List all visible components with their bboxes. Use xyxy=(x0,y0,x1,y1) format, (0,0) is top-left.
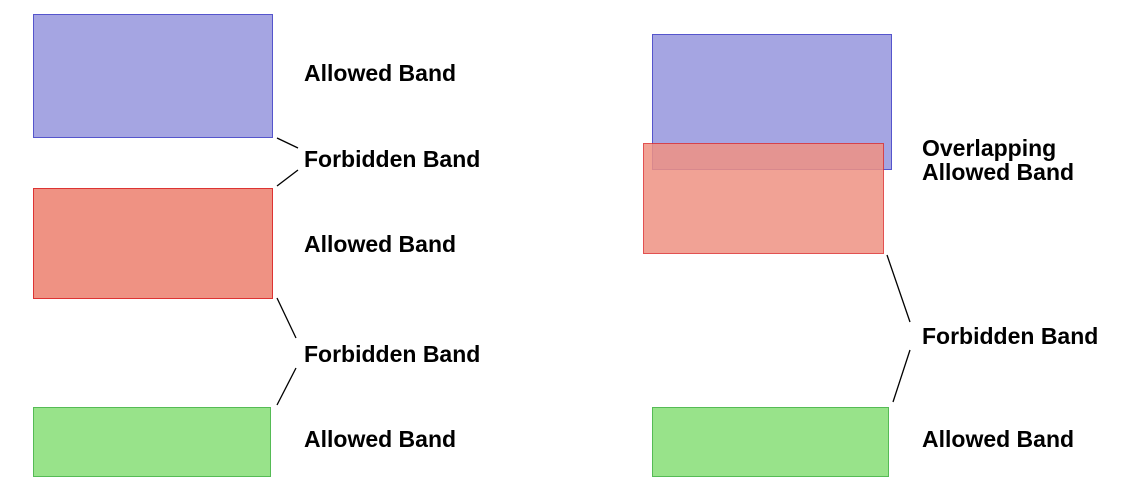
right-label-overlapping: Overlapping Allowed Band xyxy=(922,136,1074,184)
left-label-allowed-band-3: Allowed Band xyxy=(304,426,457,452)
right-allowed-band-green xyxy=(652,407,889,477)
left-forbidden-1-connector-bottom xyxy=(276,169,299,187)
right-forbidden-connector-top xyxy=(886,254,911,323)
right-label-overlapping-line1: Overlapping xyxy=(922,135,1057,161)
right-forbidden-connector-bottom xyxy=(892,349,911,403)
left-forbidden-2-connector-bottom xyxy=(276,367,297,406)
right-overlapping-band-red xyxy=(643,143,884,254)
left-label-forbidden-band-2: Forbidden Band xyxy=(304,341,481,367)
left-forbidden-1-connector-top xyxy=(276,137,299,149)
left-label-allowed-band-2: Allowed Band xyxy=(304,231,457,257)
left-allowed-band-green xyxy=(33,407,271,477)
left-allowed-band-red xyxy=(33,188,273,299)
right-label-forbidden-band: Forbidden Band xyxy=(922,323,1099,349)
right-label-allowed-band: Allowed Band xyxy=(922,426,1075,452)
right-label-overlapping-line2: Allowed Band xyxy=(922,159,1075,185)
left-forbidden-2-connector-top xyxy=(276,297,297,339)
left-label-forbidden-band-1: Forbidden Band xyxy=(304,146,481,172)
left-label-allowed-band-1: Allowed Band xyxy=(304,60,457,86)
left-allowed-band-blue xyxy=(33,14,273,138)
